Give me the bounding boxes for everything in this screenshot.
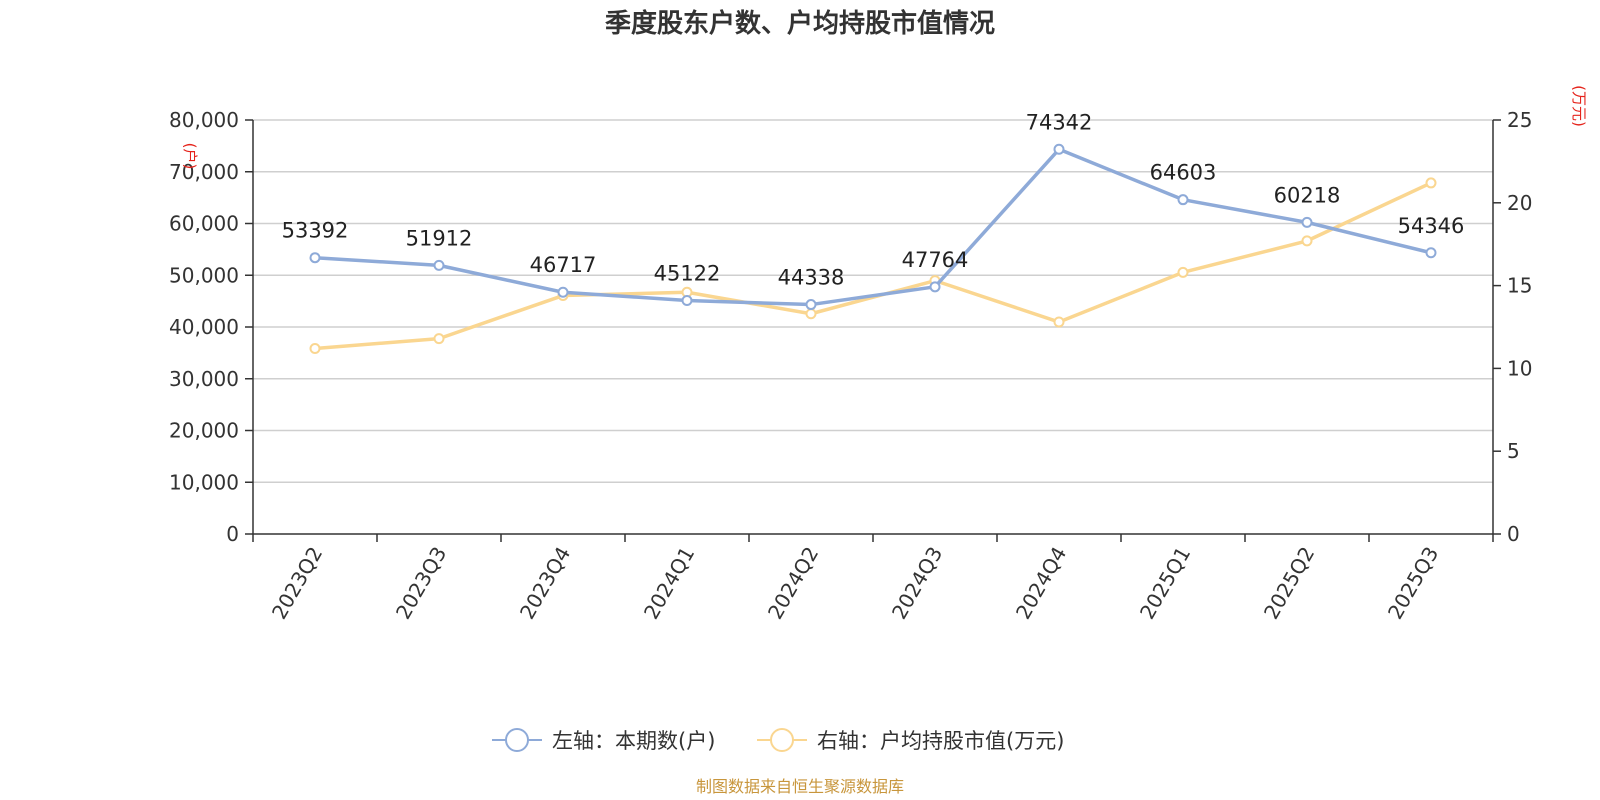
left-axis-tick-label: 50,000 (169, 263, 239, 287)
x-axis-tick-label: 2025Q2 (1259, 543, 1319, 624)
series-line (314, 181, 1432, 351)
left-axis-tick-label: 10,000 (169, 470, 239, 494)
left-axis-unit: (户) (181, 143, 199, 170)
data-label: 46717 (530, 253, 597, 277)
right-axis-unit: (万元) (1570, 85, 1588, 127)
series-point (681, 294, 693, 306)
data-label: 54346 (1398, 214, 1465, 238)
series-point (805, 308, 817, 320)
x-axis-tick-label: 2023Q3 (391, 543, 451, 624)
right-axis-tick-label: 10 (1507, 356, 1532, 380)
left-axis-tick-label: 60,000 (169, 212, 239, 236)
series-point (309, 252, 321, 264)
series-point (1177, 266, 1189, 278)
legend-label: 右轴：户均持股市值(万元) (817, 729, 1064, 753)
series-point (309, 343, 321, 355)
series-line (314, 147, 1432, 307)
data-labels: 53392 51912 46717 45122 44338 47764 74342 64603… (282, 110, 1465, 289)
source-note: 制图数据来自恒生聚源数据库 (696, 777, 904, 796)
right-axis-tick-label: 5 (1507, 439, 1520, 463)
series-point (433, 259, 445, 271)
right-axis-tick-label: 15 (1507, 274, 1532, 298)
right-axis-tick-label: 0 (1507, 522, 1520, 546)
chart-title: 季度股东户数、户均持股市值情况 (605, 8, 995, 39)
x-axis-tick-label: 2025Q1 (1135, 543, 1195, 624)
left-axis-tick-label: 30,000 (169, 367, 239, 391)
data-label: 51912 (406, 226, 473, 250)
data-label: 47764 (902, 248, 969, 272)
x-axis-tick-label: 2024Q1 (639, 543, 699, 624)
series-point (557, 286, 569, 298)
x-axis-tick-label: 2024Q3 (887, 543, 947, 624)
series-point (805, 299, 817, 311)
data-label: 53392 (282, 219, 349, 243)
data-label: 45122 (654, 261, 721, 285)
data-label: 64603 (1150, 161, 1217, 185)
left-axis-tick-label: 0 (226, 522, 239, 546)
left-axis-tick-label: 40,000 (169, 315, 239, 339)
legend: 左轴：本期数(户) 右轴：户均持股市值(万元) (492, 728, 1064, 753)
series-point (1425, 177, 1437, 189)
series-layer (309, 143, 1437, 355)
x-axis-tick-label: 2025Q3 (1383, 543, 1443, 624)
data-label: 74342 (1026, 110, 1093, 134)
x-axis-tick-label: 2023Q4 (515, 543, 575, 624)
left-axis-tick-label: 70,000 (169, 160, 239, 184)
data-label: 60218 (1274, 183, 1341, 207)
series-point (1301, 216, 1313, 228)
legend-marker (770, 728, 794, 752)
series-point (1425, 247, 1437, 259)
legend-marker (505, 728, 529, 752)
x-axis-tick-label: 2024Q4 (1011, 543, 1071, 624)
legend-label: 左轴：本期数(户) (552, 729, 715, 753)
series-point (1301, 235, 1313, 247)
right-axis-tick-label: 25 (1507, 108, 1532, 132)
series-point (1177, 194, 1189, 206)
series-point (433, 333, 445, 345)
x-axis-tick-label: 2023Q2 (267, 543, 327, 624)
grid (253, 119, 1493, 483)
x-axis-tick-label: 2024Q2 (763, 543, 823, 624)
data-label: 44338 (778, 266, 845, 290)
series-point (1053, 143, 1065, 155)
series-point (1053, 316, 1065, 328)
left-axis-tick-label: 20,000 (169, 419, 239, 443)
right-axis-tick-label: 20 (1507, 191, 1532, 215)
series-point (929, 281, 941, 293)
left-axis-tick-label: 80,000 (169, 108, 239, 132)
